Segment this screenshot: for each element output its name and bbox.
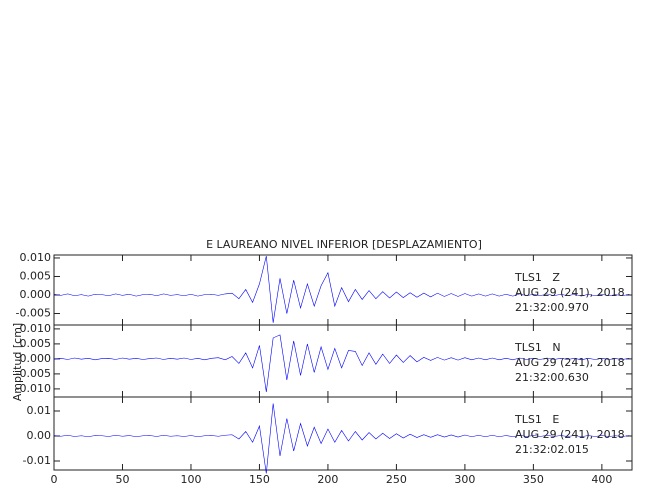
annotation: 21:32:02.015 <box>515 443 589 456</box>
panel-frame <box>53 396 633 471</box>
x-tick-label: 350 <box>523 473 544 486</box>
y-tick-label: -0.005 <box>16 367 51 380</box>
y-tick-label: 0.005 <box>20 337 52 350</box>
waveform <box>53 256 630 323</box>
annotation: AUG 29 (241), 2018 <box>515 428 625 441</box>
annotation: TLS1 E <box>514 413 559 426</box>
x-tick-label: 150 <box>249 473 270 486</box>
y-tick-label: 0.010 <box>20 322 52 335</box>
y-tick-label: 0.000 <box>20 288 52 301</box>
annotation: 21:32:00.970 <box>515 301 589 314</box>
x-tick-label: 400 <box>591 473 612 486</box>
y-tick-label: -0.005 <box>16 307 51 320</box>
waveform <box>53 403 630 474</box>
annotation: AUG 29 (241), 2018 <box>515 356 625 369</box>
annotation: AUG 29 (241), 2018 <box>515 286 625 299</box>
y-tick-label: 0.01 <box>27 404 52 417</box>
y-axis-label: Amplitud [cm] <box>11 323 24 401</box>
x-tick-label: 100 <box>180 473 201 486</box>
y-tick-label: 0.005 <box>20 269 52 282</box>
annotation: 21:32:00.630 <box>515 371 589 384</box>
x-tick-label: 300 <box>454 473 475 486</box>
y-tick-label: -0.010 <box>16 382 51 395</box>
x-tick-label: 250 <box>386 473 407 486</box>
y-tick-label: 0.00 <box>27 429 52 442</box>
annotation: TLS1 N <box>514 341 561 354</box>
y-tick-label: 0.010 <box>20 251 52 264</box>
y-tick-label: 0.000 <box>20 352 52 365</box>
x-tick-label: 0 <box>51 473 58 486</box>
x-tick-label: 50 <box>115 473 129 486</box>
waveform <box>53 334 630 392</box>
y-tick-label: -0.01 <box>23 454 51 467</box>
chart-title: E LAUREANO NIVEL INFERIOR [DESPLAZAMIENT… <box>206 238 482 251</box>
x-tick-label: 200 <box>317 473 338 486</box>
annotation: TLS1 Z <box>514 271 560 284</box>
